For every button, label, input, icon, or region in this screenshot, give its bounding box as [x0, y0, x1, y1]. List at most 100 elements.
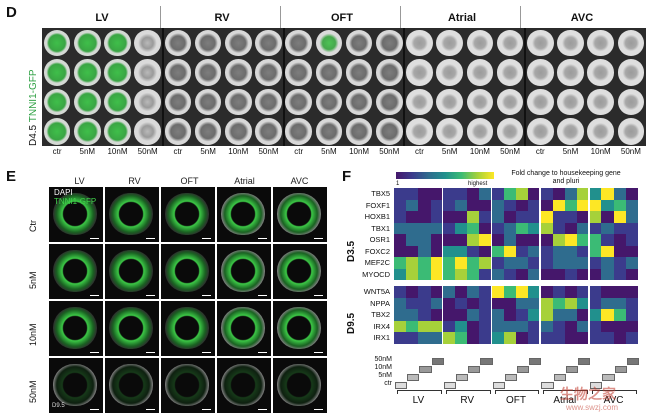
- heatmap-cell: [589, 234, 602, 246]
- dose-bar: [480, 358, 493, 365]
- heatmap-cell: [564, 268, 577, 280]
- heatmap-cell: [503, 286, 516, 298]
- heatmap-cell: [418, 234, 431, 246]
- heatmap-cell: [552, 309, 565, 321]
- tissue-section-tile: [217, 358, 271, 413]
- heatmap-cell: [540, 332, 553, 344]
- dose-bar: [504, 374, 517, 381]
- dose-label: 50nM: [258, 147, 279, 156]
- tissue-section: [165, 249, 209, 293]
- heatmap-cell: [625, 320, 638, 332]
- heatmap-cell: [552, 245, 565, 257]
- dose-label: 10nM: [107, 147, 128, 156]
- heatmap-cell: [455, 211, 468, 223]
- heatmap-cell: [528, 268, 541, 280]
- heatmap-cell: [479, 199, 492, 211]
- gene-label: IRX4: [373, 321, 390, 331]
- well: [225, 88, 252, 115]
- scale-bar: [314, 294, 323, 296]
- heatmap-cell: [528, 188, 541, 200]
- heatmap-cell: [540, 245, 553, 257]
- tissue-section-tile: [105, 358, 159, 413]
- heatmap-cell: [516, 257, 529, 269]
- heatmap-cell: [455, 199, 468, 211]
- heatmap-cell: [479, 222, 492, 234]
- heatmap-cell: [564, 297, 577, 309]
- well: [134, 118, 161, 145]
- well: [617, 88, 645, 115]
- heatmap-cell: [455, 257, 468, 269]
- heatmap-cell: [516, 199, 529, 211]
- heatmap-cell: [564, 188, 577, 200]
- heatmap-cell: [564, 222, 577, 234]
- heatmap-cell: [442, 268, 455, 280]
- panel-d-dose-labels: ctr 5nM 10nM 50nM ctr 5nM 10nM 50nM ctr 5nM 10nM 50…: [42, 146, 646, 160]
- heatmap-cell: [516, 222, 529, 234]
- panel-d-letter: D: [6, 4, 17, 21]
- heatmap-cell: [455, 332, 468, 344]
- heatmap-cell: [406, 188, 419, 200]
- heatmap-cell: [564, 320, 577, 332]
- plate-separator: [524, 28, 527, 146]
- panel-e-col-avc: AVC: [290, 176, 309, 186]
- heatmap-cell: [467, 199, 480, 211]
- heatmap-cell: [552, 257, 565, 269]
- scale-bar: [90, 237, 99, 239]
- tissue-section-tile: [161, 358, 215, 413]
- heatmap-cell: [479, 188, 492, 200]
- group-separator: [539, 188, 541, 352]
- heatmap-group-labels: LV RV OFT Atrial AVC: [394, 390, 638, 412]
- heatmap-cell: [406, 320, 419, 332]
- dose-row-label: ctr: [384, 380, 392, 387]
- dose-label: 50nM: [500, 147, 521, 156]
- heatmap-cell: [467, 286, 480, 298]
- heatmap-cell: [577, 268, 590, 280]
- heatmap-cell: [394, 199, 407, 211]
- heatmap-cell: [589, 257, 602, 269]
- tissue-section: [221, 363, 265, 407]
- heatmap-group-label: OFT: [505, 395, 526, 406]
- heatmap-cell: [625, 222, 638, 234]
- heatmap: [394, 188, 638, 352]
- well: [43, 118, 71, 145]
- heatmap-cell: [625, 332, 638, 344]
- well: [345, 59, 373, 86]
- heatmap-cell: [540, 268, 553, 280]
- well: [285, 88, 312, 115]
- heatmap-cell: [564, 211, 577, 223]
- heatmap-cell: [577, 257, 590, 269]
- colorbar-title: Fold change to housekeeping gene and plu…: [511, 170, 621, 185]
- heatmap-cell: [601, 332, 614, 344]
- heatmap-cell: [503, 257, 516, 269]
- heatmap-cell: [406, 286, 419, 298]
- dose-bar: [431, 358, 444, 365]
- heatmap-cell: [564, 309, 577, 321]
- heatmap-cell: [516, 188, 529, 200]
- tissue-section-tile: [273, 187, 327, 242]
- dose-label: 50nM: [137, 147, 158, 156]
- heatmap-cell: [442, 320, 455, 332]
- scale-bar: [202, 237, 211, 239]
- scale-bar: [258, 351, 267, 353]
- heatmap-cell: [442, 257, 455, 269]
- heatmap-cell: [430, 199, 443, 211]
- heatmap-cell: [418, 245, 431, 257]
- tissue-section: [221, 249, 265, 293]
- tissue-section: [221, 306, 265, 350]
- heatmap-cell: [479, 309, 492, 321]
- tissue-section-grid: [48, 186, 328, 414]
- group-separator: [588, 188, 590, 352]
- well: [74, 29, 101, 56]
- heatmap-cell: [418, 222, 431, 234]
- scale-bar: [314, 408, 323, 410]
- scale-bar: [258, 408, 267, 410]
- heatmap-cell: [516, 286, 529, 298]
- heatmap-cell: [577, 199, 590, 211]
- heatmap-cell: [491, 199, 504, 211]
- heatmap-cell: [516, 320, 529, 332]
- heatmap-cell: [564, 332, 577, 344]
- well: [406, 59, 433, 86]
- panel-e-row-label: 10nM: [28, 323, 38, 346]
- heatmap-cell: [442, 211, 455, 223]
- heatmap-cell: [601, 297, 614, 309]
